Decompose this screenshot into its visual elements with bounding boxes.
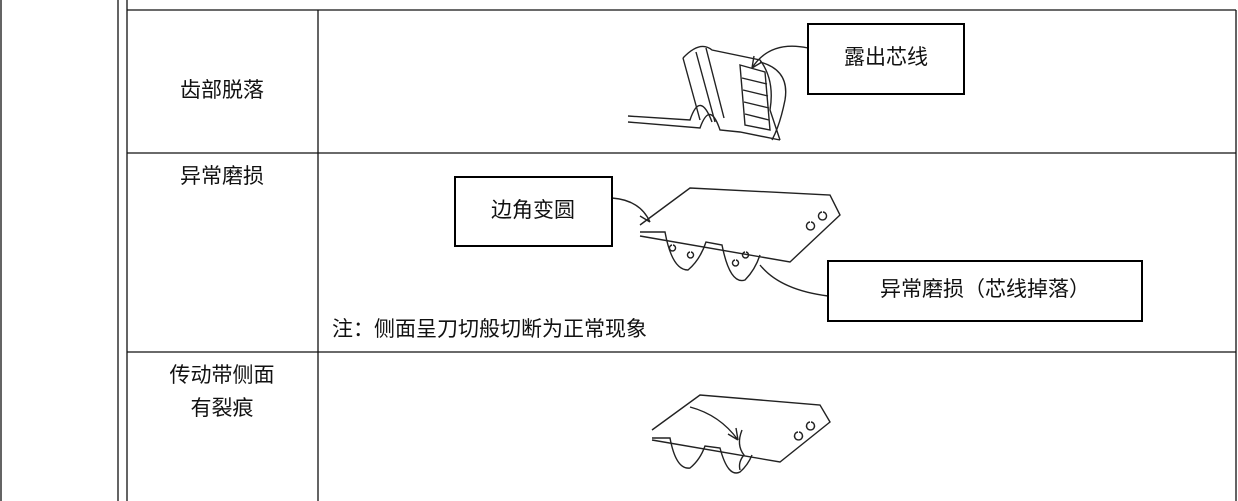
- row-label: 异常磨损: [180, 164, 264, 188]
- belt-sketch: [627, 23, 965, 141]
- row-label: 齿部脱落: [180, 78, 264, 102]
- callout: 异常磨损（芯线掉落）: [880, 277, 1090, 301]
- callout: 露出芯线: [844, 45, 928, 69]
- row-label: 有裂痕: [191, 396, 254, 420]
- note: 注：侧面呈刀切般切断为正常现象: [332, 317, 647, 341]
- row-label: 传动带侧面: [170, 363, 275, 387]
- belt-sketch: [454, 176, 1143, 322]
- callout: 边角变圆: [491, 198, 575, 222]
- belt-sketch: [651, 394, 831, 474]
